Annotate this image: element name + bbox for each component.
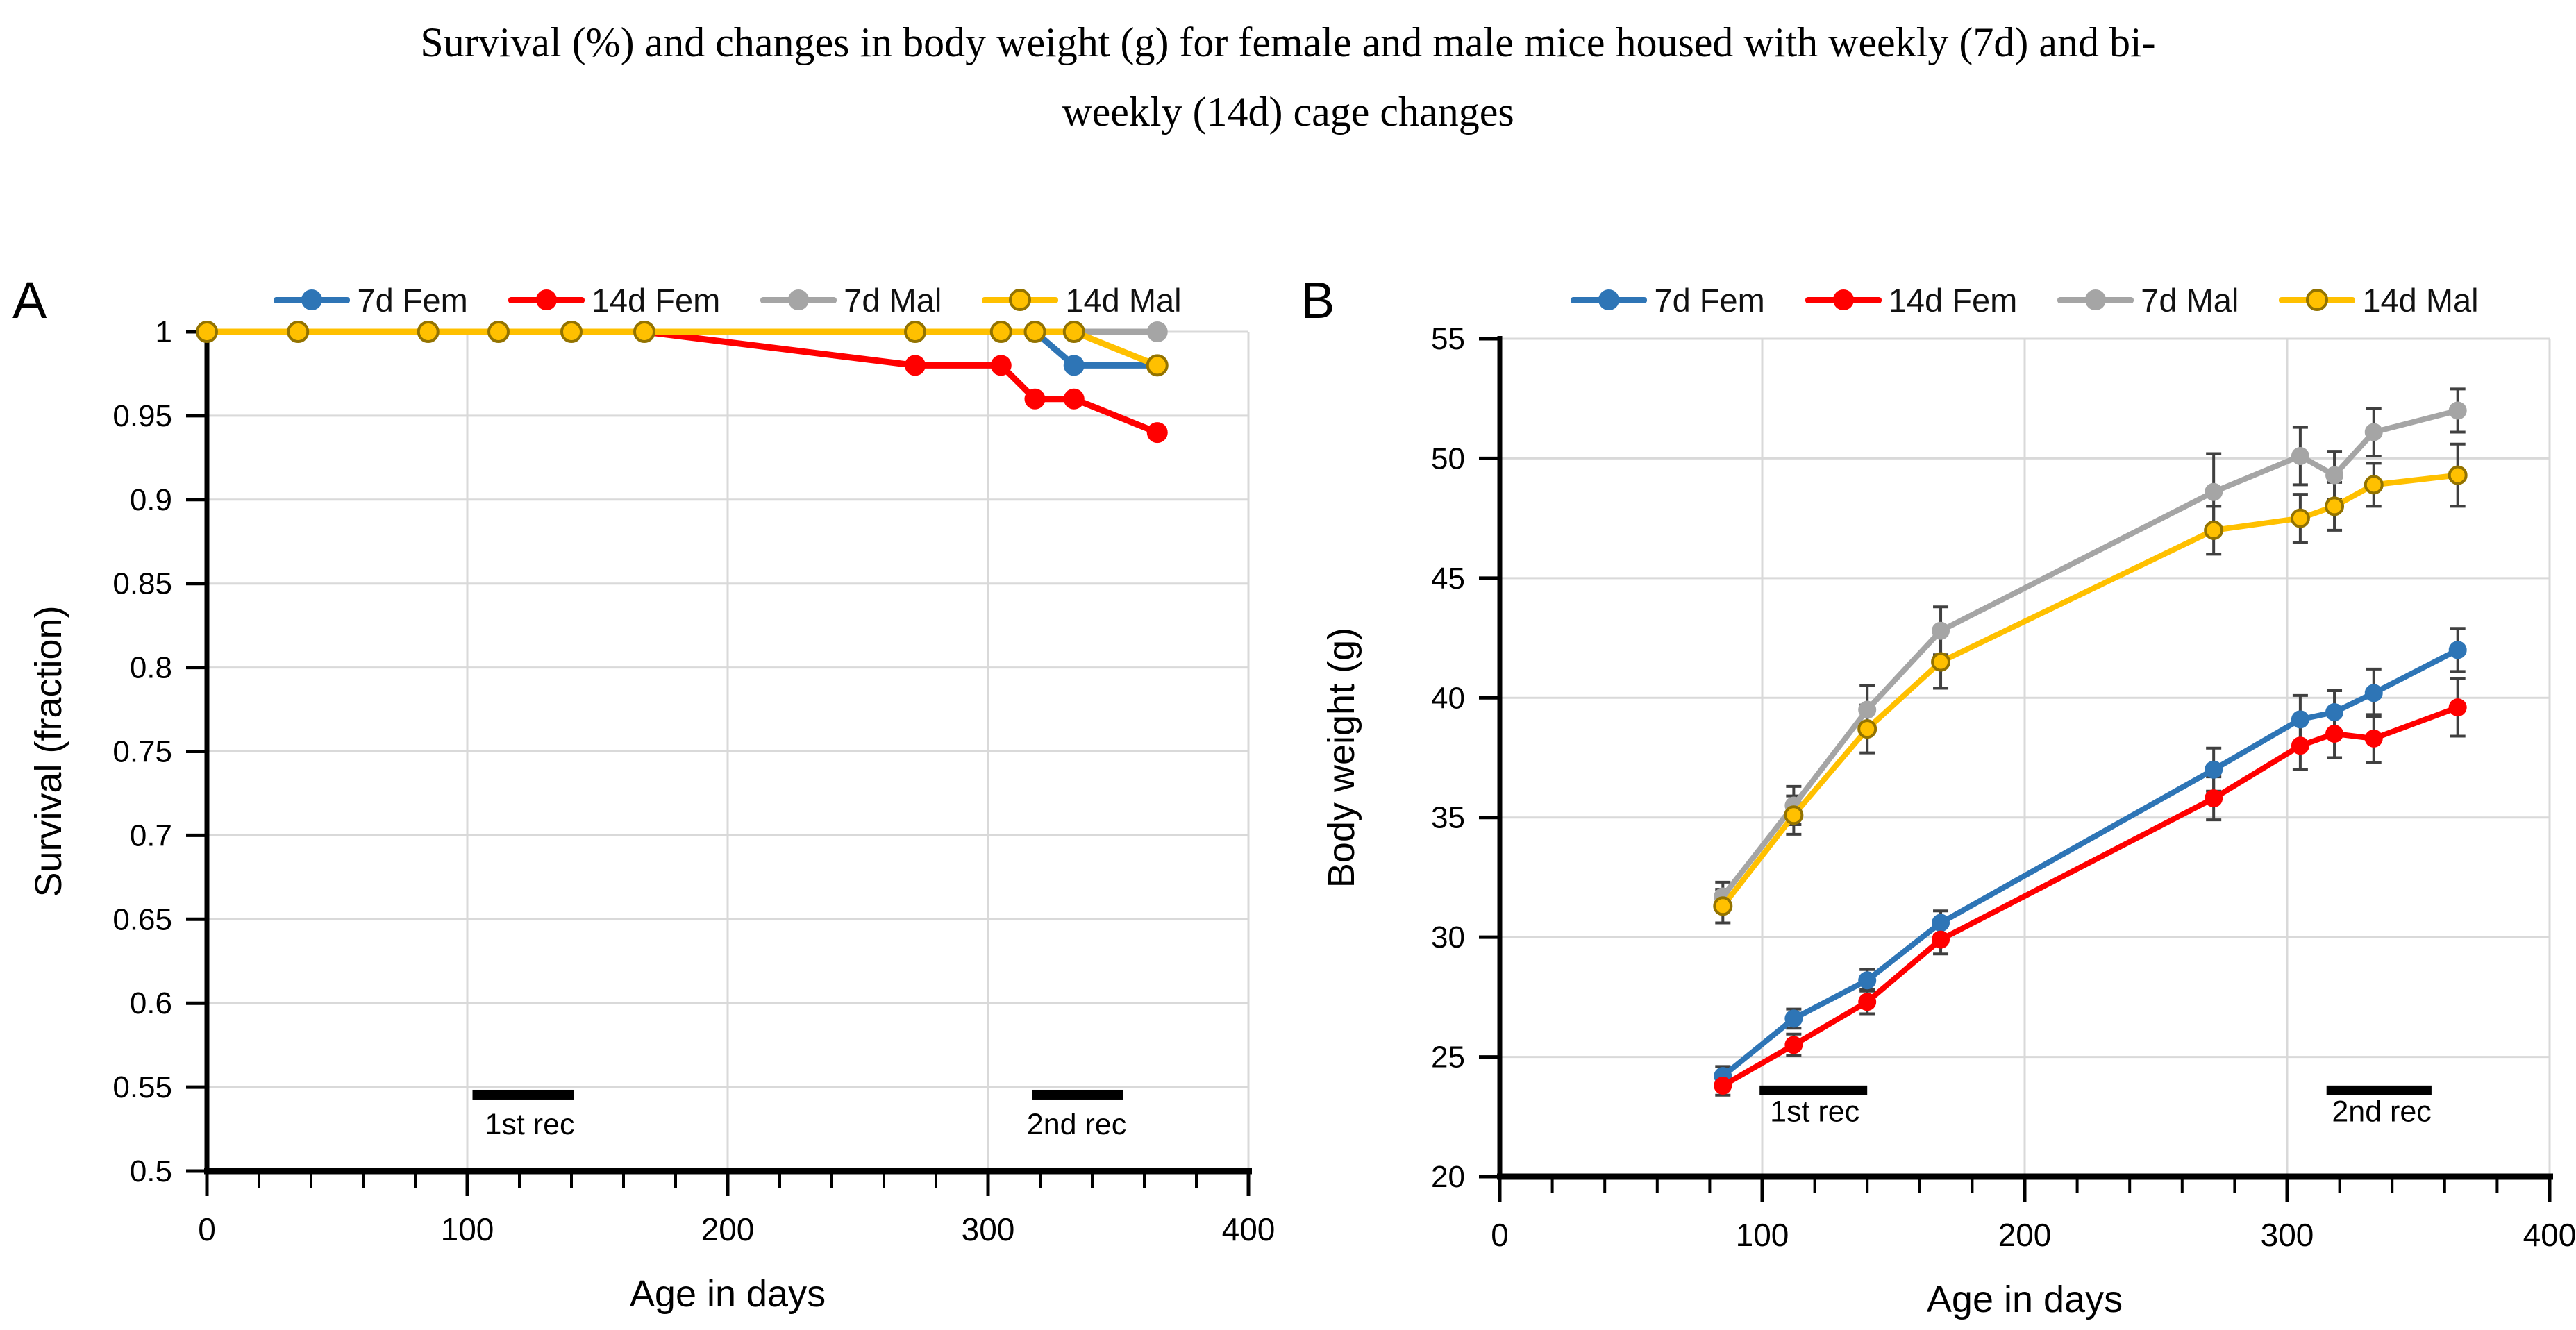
- legend-line-marker-icon: [1571, 289, 1648, 310]
- svg-text:30: 30: [1431, 920, 1465, 954]
- legend-line-marker-icon: [1805, 289, 1882, 310]
- panel-b-label: B: [1300, 271, 1335, 329]
- svg-text:25: 25: [1431, 1041, 1465, 1075]
- svg-text:0.65: 0.65: [112, 902, 172, 936]
- svg-text:2nd rec: 2nd rec: [1027, 1108, 1126, 1141]
- svg-text:1: 1: [156, 315, 172, 349]
- legend-label: 7d Mal: [2141, 281, 2239, 319]
- svg-text:0.8: 0.8: [130, 651, 172, 685]
- bodyweight-chart: 20 25 30 35 40 45 50 55 0 100 200 300 400 1st rec 2nd …: [1321, 322, 2576, 1320]
- legend-dot-icon: [2085, 289, 2107, 310]
- legend-dot-icon: [535, 289, 557, 310]
- legend-item-7d-fem: 7d Fem: [1571, 281, 1765, 319]
- legend-dot-icon: [1009, 289, 1032, 311]
- legend-label: 7d Fem: [357, 281, 468, 319]
- svg-text:400: 400: [2523, 1217, 2576, 1253]
- legend-label: 7d Mal: [844, 281, 942, 319]
- svg-text:55: 55: [1431, 322, 1465, 356]
- svg-text:400: 400: [1222, 1211, 1276, 1247]
- legend-item-14d-fem: 14d Fem: [1805, 281, 2017, 319]
- svg-text:300: 300: [962, 1211, 1015, 1247]
- svg-text:0.85: 0.85: [112, 567, 172, 601]
- svg-text:0: 0: [198, 1211, 216, 1247]
- svg-text:300: 300: [2261, 1217, 2314, 1253]
- legend-item-7d-mal: 7d Mal: [2057, 281, 2239, 319]
- legend-line-marker-icon: [982, 289, 1059, 311]
- svg-text:0.75: 0.75: [112, 735, 172, 769]
- svg-text:Age in days: Age in days: [630, 1273, 826, 1315]
- legend-line-marker-icon: [2057, 289, 2134, 310]
- panel-a-label: A: [12, 271, 47, 329]
- svg-text:Body weight (g): Body weight (g): [1321, 628, 1362, 888]
- legend-panel-a: 7d Fem 14d Fem 7d Mal 14d Mal: [207, 278, 1248, 322]
- legend-panel-b: 7d Fem 14d Fem 7d Mal 14d Mal: [1500, 278, 2550, 322]
- svg-text:2nd rec: 2nd rec: [2332, 1095, 2431, 1129]
- svg-text:0.6: 0.6: [130, 986, 172, 1020]
- svg-text:0.9: 0.9: [130, 483, 172, 517]
- legend-dot-icon: [788, 289, 810, 310]
- legend-label: 7d Fem: [1654, 281, 1765, 319]
- svg-text:40: 40: [1431, 681, 1465, 715]
- svg-text:1st rec: 1st rec: [1770, 1095, 1859, 1129]
- svg-text:50: 50: [1431, 441, 1465, 475]
- svg-text:0.5: 0.5: [130, 1154, 172, 1188]
- svg-text:0.55: 0.55: [112, 1070, 172, 1104]
- svg-text:200: 200: [1998, 1217, 2052, 1253]
- legend-item-7d-fem: 7d Fem: [274, 281, 468, 319]
- svg-text:1st rec: 1st rec: [485, 1108, 574, 1141]
- legend-item-7d-mal: 7d Mal: [760, 281, 942, 319]
- svg-text:0.95: 0.95: [112, 399, 172, 433]
- legend-dot-icon: [2306, 289, 2329, 311]
- svg-text:200: 200: [701, 1211, 755, 1247]
- survival-chart: 0.5 0.55 0.6 0.65 0.7 0.75 0.8 0.85 0.9 0.95 1 0 100…: [28, 315, 1276, 1315]
- legend-label: 14d Fem: [1888, 281, 2018, 319]
- legend-dot-icon: [301, 289, 323, 310]
- legend-item-14d-mal: 14d Mal: [982, 281, 1182, 319]
- svg-text:Age in days: Age in days: [1927, 1279, 2123, 1320]
- figure-title-line1: Survival (%) and changes in body weight …: [420, 19, 2156, 65]
- svg-text:20: 20: [1431, 1160, 1465, 1194]
- legend-line-marker-icon: [2279, 289, 2356, 311]
- svg-text:35: 35: [1431, 801, 1465, 835]
- svg-text:100: 100: [441, 1211, 494, 1247]
- legend-line-marker-icon: [274, 289, 351, 310]
- legend-label: 14d Fem: [591, 281, 721, 319]
- svg-text:Survival (fraction): Survival (fraction): [28, 605, 69, 897]
- legend-line-marker-icon: [760, 289, 837, 310]
- svg-text:45: 45: [1431, 562, 1465, 596]
- legend-item-14d-mal: 14d Mal: [2279, 281, 2479, 319]
- svg-text:0: 0: [1491, 1217, 1509, 1253]
- figure-title-line2: weekly (14d) cage changes: [1062, 88, 1514, 135]
- legend-item-14d-fem: 14d Fem: [508, 281, 720, 319]
- legend-label: 14d Mal: [1065, 281, 1182, 319]
- svg-text:100: 100: [1736, 1217, 1789, 1253]
- figure-title: Survival (%) and changes in body weight …: [0, 8, 2576, 146]
- legend-dot-icon: [1832, 289, 1854, 310]
- legend-label: 14d Mal: [2362, 281, 2479, 319]
- legend-line-marker-icon: [508, 289, 585, 310]
- legend-dot-icon: [1598, 289, 1620, 310]
- svg-text:0.7: 0.7: [130, 818, 172, 852]
